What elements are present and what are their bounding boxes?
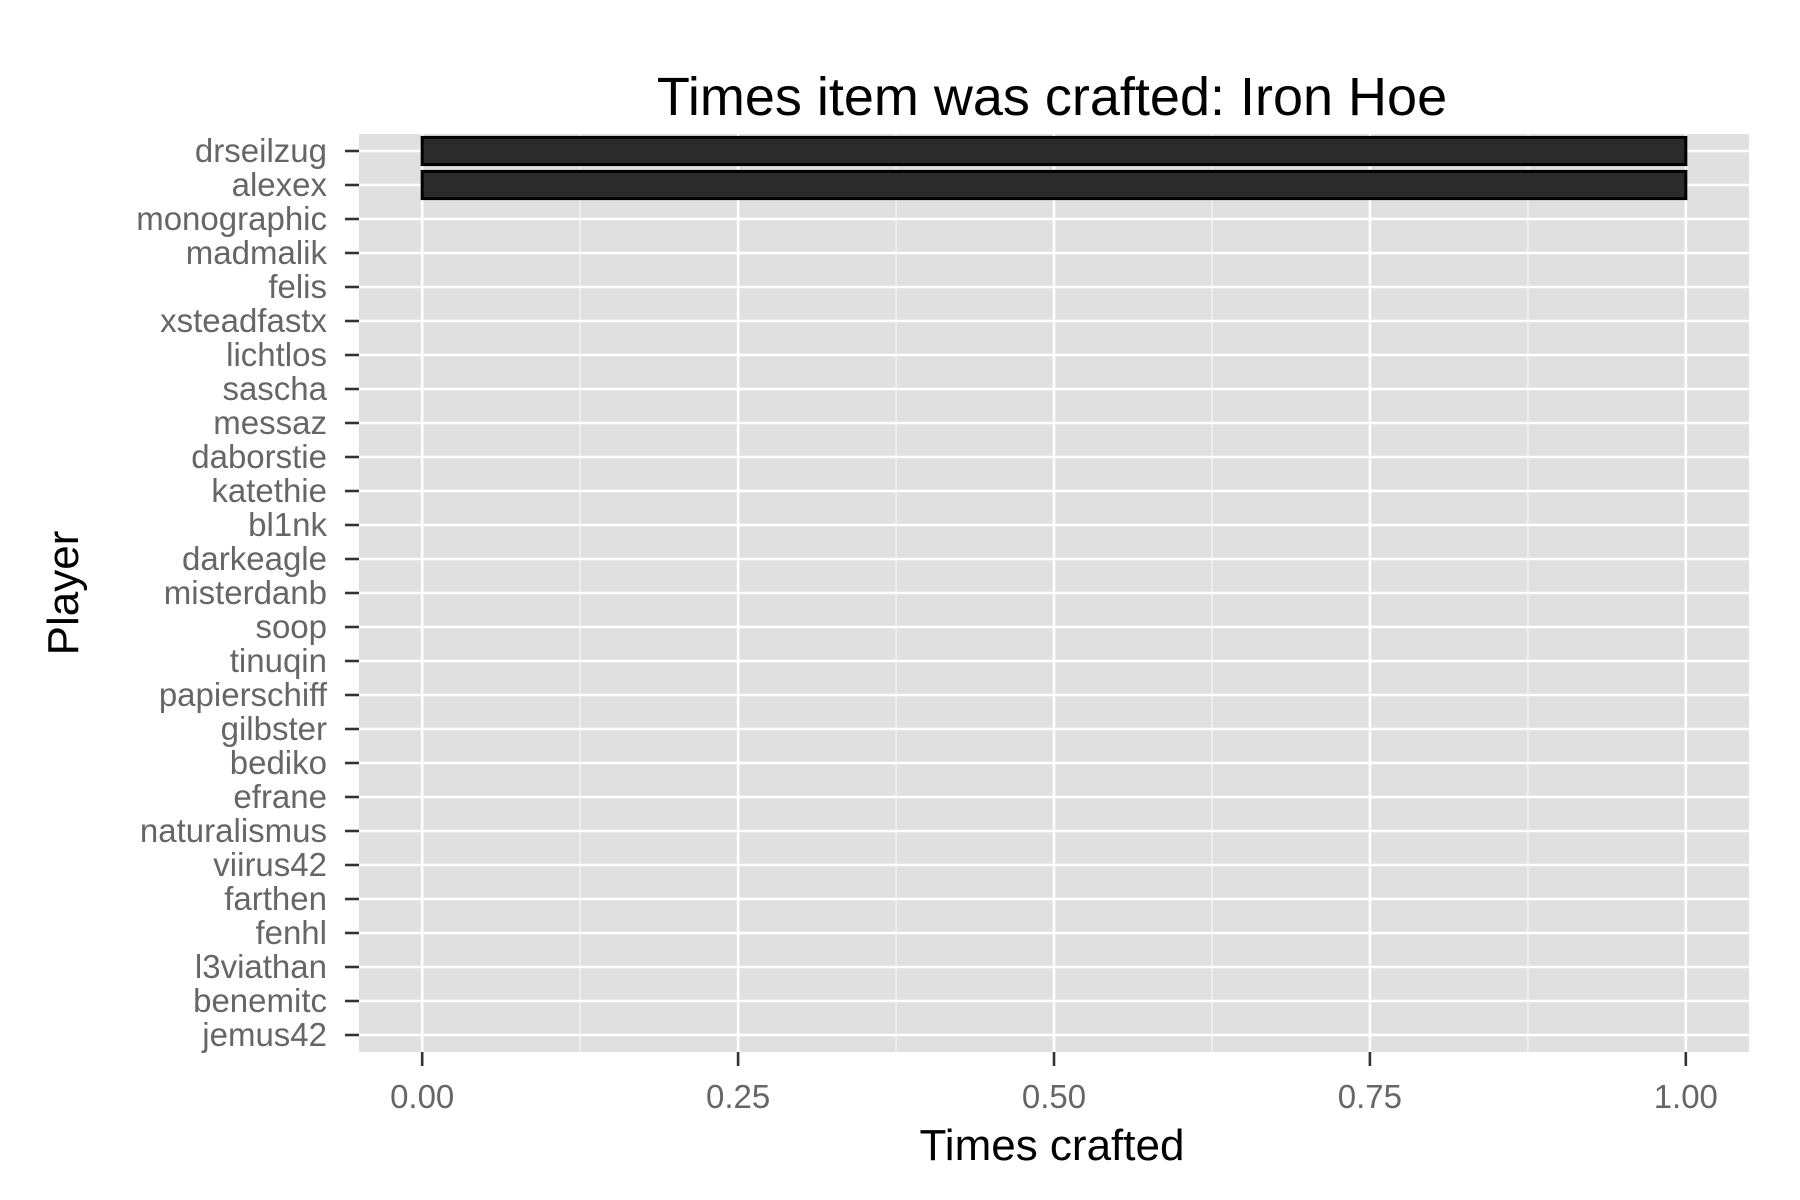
- y-tick-label: bl1nk: [248, 506, 327, 543]
- x-tick-label: 0.25: [706, 1078, 770, 1115]
- y-tick-label: darkeagle: [182, 540, 327, 577]
- y-tick-label: naturalismus: [140, 812, 327, 849]
- y-axis: drseilzugalexexmonographicmadmalikfelisx…: [136, 132, 359, 1053]
- y-tick-label: misterdanb: [164, 574, 327, 611]
- y-tick-label: farthen: [224, 880, 327, 917]
- y-axis-title: Player: [39, 531, 88, 656]
- x-tick-label: 0.50: [1022, 1078, 1086, 1115]
- y-tick-label: lichtlos: [226, 336, 327, 373]
- y-tick-label: messaz: [213, 404, 327, 441]
- x-tick-label: 1.00: [1654, 1078, 1718, 1115]
- y-tick-label: papierschiff: [159, 676, 328, 713]
- y-tick-label: madmalik: [186, 234, 328, 271]
- x-tick-label: 0.75: [1338, 1078, 1402, 1115]
- y-tick-label: alexex: [232, 166, 328, 203]
- y-tick-label: l3viathan: [195, 948, 327, 985]
- y-tick-label: viirus42: [213, 846, 327, 883]
- y-tick-label: sascha: [222, 370, 327, 407]
- y-tick-label: jemus42: [201, 1016, 327, 1053]
- y-tick-label: benemitc: [193, 982, 327, 1019]
- y-tick-label: daborstie: [191, 438, 327, 475]
- x-tick-label: 0.00: [390, 1078, 454, 1115]
- y-tick-label: fenhl: [255, 914, 327, 951]
- y-tick-label: felis: [268, 268, 327, 305]
- x-axis-title: Times crafted: [920, 1121, 1185, 1170]
- chart-title: Times item was crafted: Iron Hoe: [657, 67, 1447, 127]
- y-tick-label: efrane: [233, 778, 327, 815]
- y-tick-label: drseilzug: [195, 132, 327, 169]
- bar-drseilzug: [420, 135, 1688, 167]
- y-tick-label: tinuqin: [230, 642, 327, 679]
- x-axis: 0.00 0.25 0.50 0.75 1.00: [390, 1052, 1718, 1115]
- bar-alexex: [420, 169, 1688, 201]
- y-tick-label: gilbster: [221, 710, 327, 747]
- y-tick-label: bediko: [230, 744, 327, 781]
- y-tick-label: xsteadfastx: [160, 302, 327, 339]
- y-tick-label: monographic: [136, 200, 327, 237]
- y-tick-label: katethie: [211, 472, 327, 509]
- bars: [420, 135, 1688, 201]
- y-tick-label: soop: [255, 608, 327, 645]
- plot-panel: [359, 134, 1749, 1052]
